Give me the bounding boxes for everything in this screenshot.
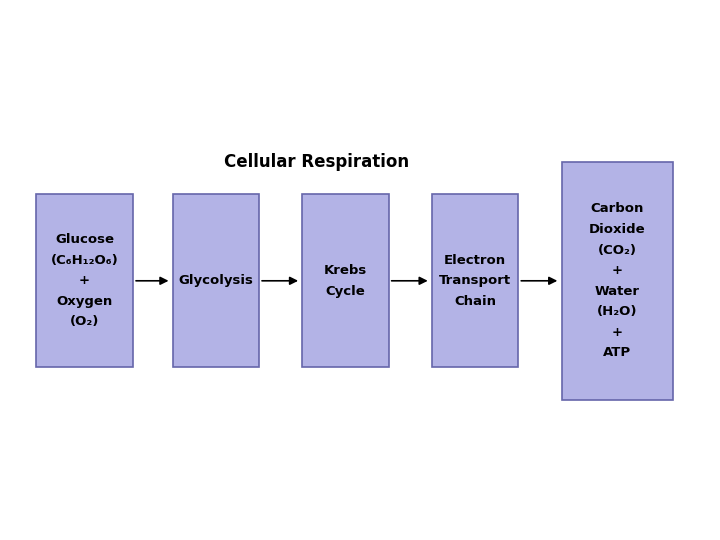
Text: Transport: Transport [439,274,511,287]
Text: Krebs: Krebs [324,264,367,277]
Text: Cellular Respiration: Cellular Respiration [224,153,410,171]
FancyBboxPatch shape [173,194,259,367]
Text: Electron: Electron [444,254,506,267]
Text: (CO₂): (CO₂) [598,244,637,256]
Text: +: + [79,274,90,287]
Text: (O₂): (O₂) [70,315,99,328]
Text: Glucose: Glucose [55,233,114,246]
FancyBboxPatch shape [36,194,133,367]
Text: Chain: Chain [454,295,496,308]
Text: Oxygen: Oxygen [56,295,113,308]
Text: Cycle: Cycle [325,285,366,298]
Text: (H₂O): (H₂O) [597,305,638,318]
Text: Water: Water [595,285,640,298]
Text: ATP: ATP [603,346,631,359]
Text: Carbon: Carbon [590,202,644,215]
Text: Dioxide: Dioxide [589,223,646,236]
Text: +: + [612,326,623,339]
FancyBboxPatch shape [302,194,389,367]
Text: (C₆H₁₂O₆): (C₆H₁₂O₆) [50,254,119,267]
FancyBboxPatch shape [432,194,518,367]
FancyBboxPatch shape [562,162,673,400]
Text: Glycolysis: Glycolysis [179,274,253,287]
Text: +: + [612,264,623,277]
